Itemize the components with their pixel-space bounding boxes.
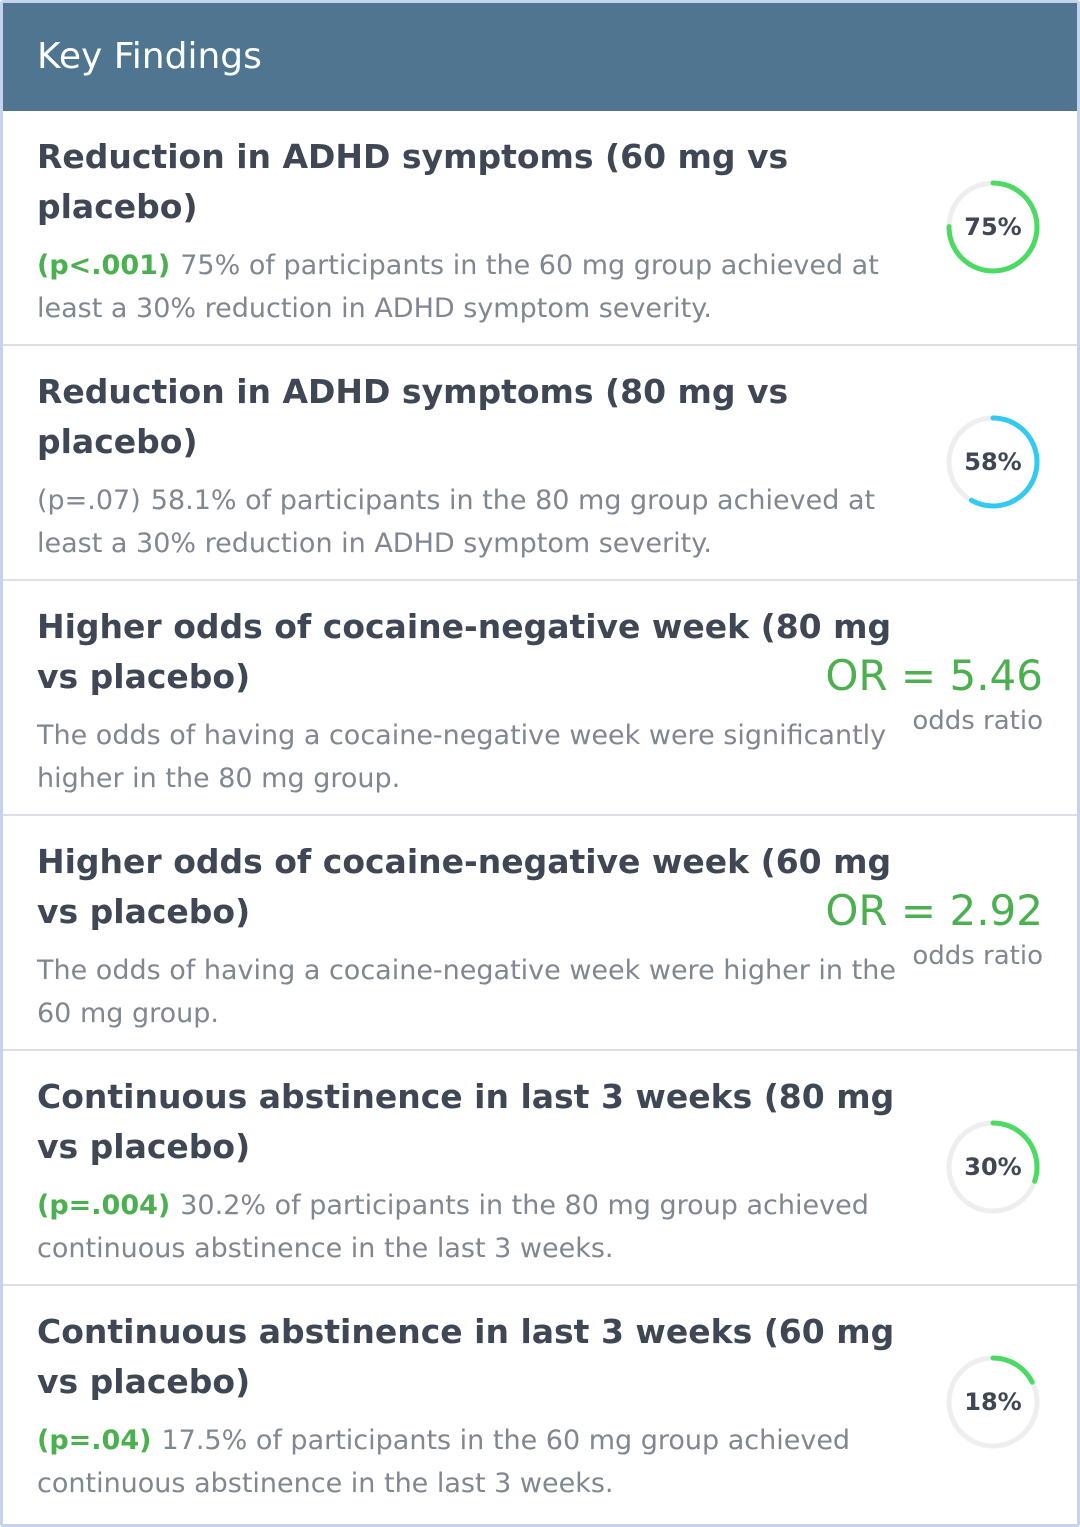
p-value: (p=.04) — [37, 1425, 152, 1456]
ring-graphic: 75% — [946, 180, 1040, 274]
finding-description: (p<.001) 75% of participants in the 60 mg… — [37, 244, 907, 330]
finding-description: (p=.04) 17.5% of participants in the 60 m… — [37, 1419, 907, 1505]
finding-title: Reduction in ADHD symptoms (80 mg vs pla… — [37, 372, 789, 461]
p-value: (p<.001) — [37, 250, 171, 281]
finding-row: Continuous abstinence in last 3 weeks (6… — [3, 1286, 1077, 1521]
finding-title: Higher odds of cocaine-negative week (60… — [37, 842, 892, 931]
description-text: The odds of having a cocaine-negative we… — [37, 955, 896, 1029]
description-text: 58.1% of participants in the 80 mg group… — [37, 485, 876, 559]
finding-description: (p=.07) 58.1% of participants in the 80 m… — [37, 479, 907, 565]
finding-description: The odds of having a cocaine-negative we… — [37, 949, 907, 1035]
finding-row: Continuous abstinence in last 3 weeks (8… — [3, 1051, 1077, 1286]
finding-title: Continuous abstinence in last 3 weeks (8… — [37, 1077, 895, 1166]
percent-ring: 18% — [943, 1352, 1043, 1452]
ring-percent-label: 30% — [964, 1153, 1021, 1181]
percent-ring: 58% — [943, 412, 1043, 512]
ring-percent-label: 58% — [964, 448, 1021, 476]
panel-header: Key Findings — [3, 3, 1077, 111]
finding-description: The odds of having a cocaine-negative we… — [37, 714, 907, 800]
p-value: (p=.004) — [37, 1190, 171, 1221]
ring-percent-label: 18% — [964, 1388, 1021, 1416]
percent-ring: 30% — [943, 1117, 1043, 1217]
description-text: 75% of participants in the 60 mg group a… — [37, 250, 879, 324]
odds-ratio-block: OR = 2.92 odds ratio — [825, 886, 1043, 976]
finding-row: Reduction in ADHD symptoms (60 mg vs pla… — [3, 111, 1077, 346]
panel-title: Key Findings — [37, 36, 262, 77]
ring-progress-arc — [946, 180, 1040, 274]
percent-ring: 75% — [943, 177, 1043, 277]
odds-ratio-block: OR = 5.46 odds ratio — [825, 651, 1043, 741]
ring-progress-arc — [946, 1120, 1040, 1214]
description-text: The odds of having a cocaine-negative we… — [37, 720, 887, 794]
finding-title: Reduction in ADHD symptoms (60 mg vs pla… — [37, 137, 789, 226]
finding-title: Higher odds of cocaine-negative week (80… — [37, 607, 892, 696]
finding-row: Higher odds of cocaine-negative week (80… — [3, 581, 1077, 816]
odds-ratio-value: OR = 5.46 — [825, 651, 1043, 700]
finding-title: Continuous abstinence in last 3 weeks (6… — [37, 1312, 895, 1401]
description-text: 17.5% of participants in the 60 mg group… — [37, 1425, 851, 1499]
ring-graphic: 18% — [946, 1355, 1040, 1449]
odds-ratio-value: OR = 2.92 — [825, 886, 1043, 935]
ring-progress-arc — [946, 415, 1040, 509]
ring-progress-arc — [946, 1355, 1040, 1449]
ring-graphic: 30% — [946, 1120, 1040, 1214]
finding-row: Reduction in ADHD symptoms (80 mg vs pla… — [3, 346, 1077, 581]
ring-graphic: 58% — [946, 415, 1040, 509]
description-text: 30.2% of participants in the 80 mg group… — [37, 1190, 869, 1264]
odds-ratio-caption: odds ratio — [912, 706, 1043, 736]
finding-row: Higher odds of cocaine-negative week (60… — [3, 816, 1077, 1051]
ring-percent-label: 75% — [964, 213, 1021, 241]
odds-ratio-caption: odds ratio — [912, 941, 1043, 971]
finding-description: (p=.004) 30.2% of participants in the 80 … — [37, 1184, 907, 1270]
p-value: (p=.07) — [37, 485, 141, 516]
